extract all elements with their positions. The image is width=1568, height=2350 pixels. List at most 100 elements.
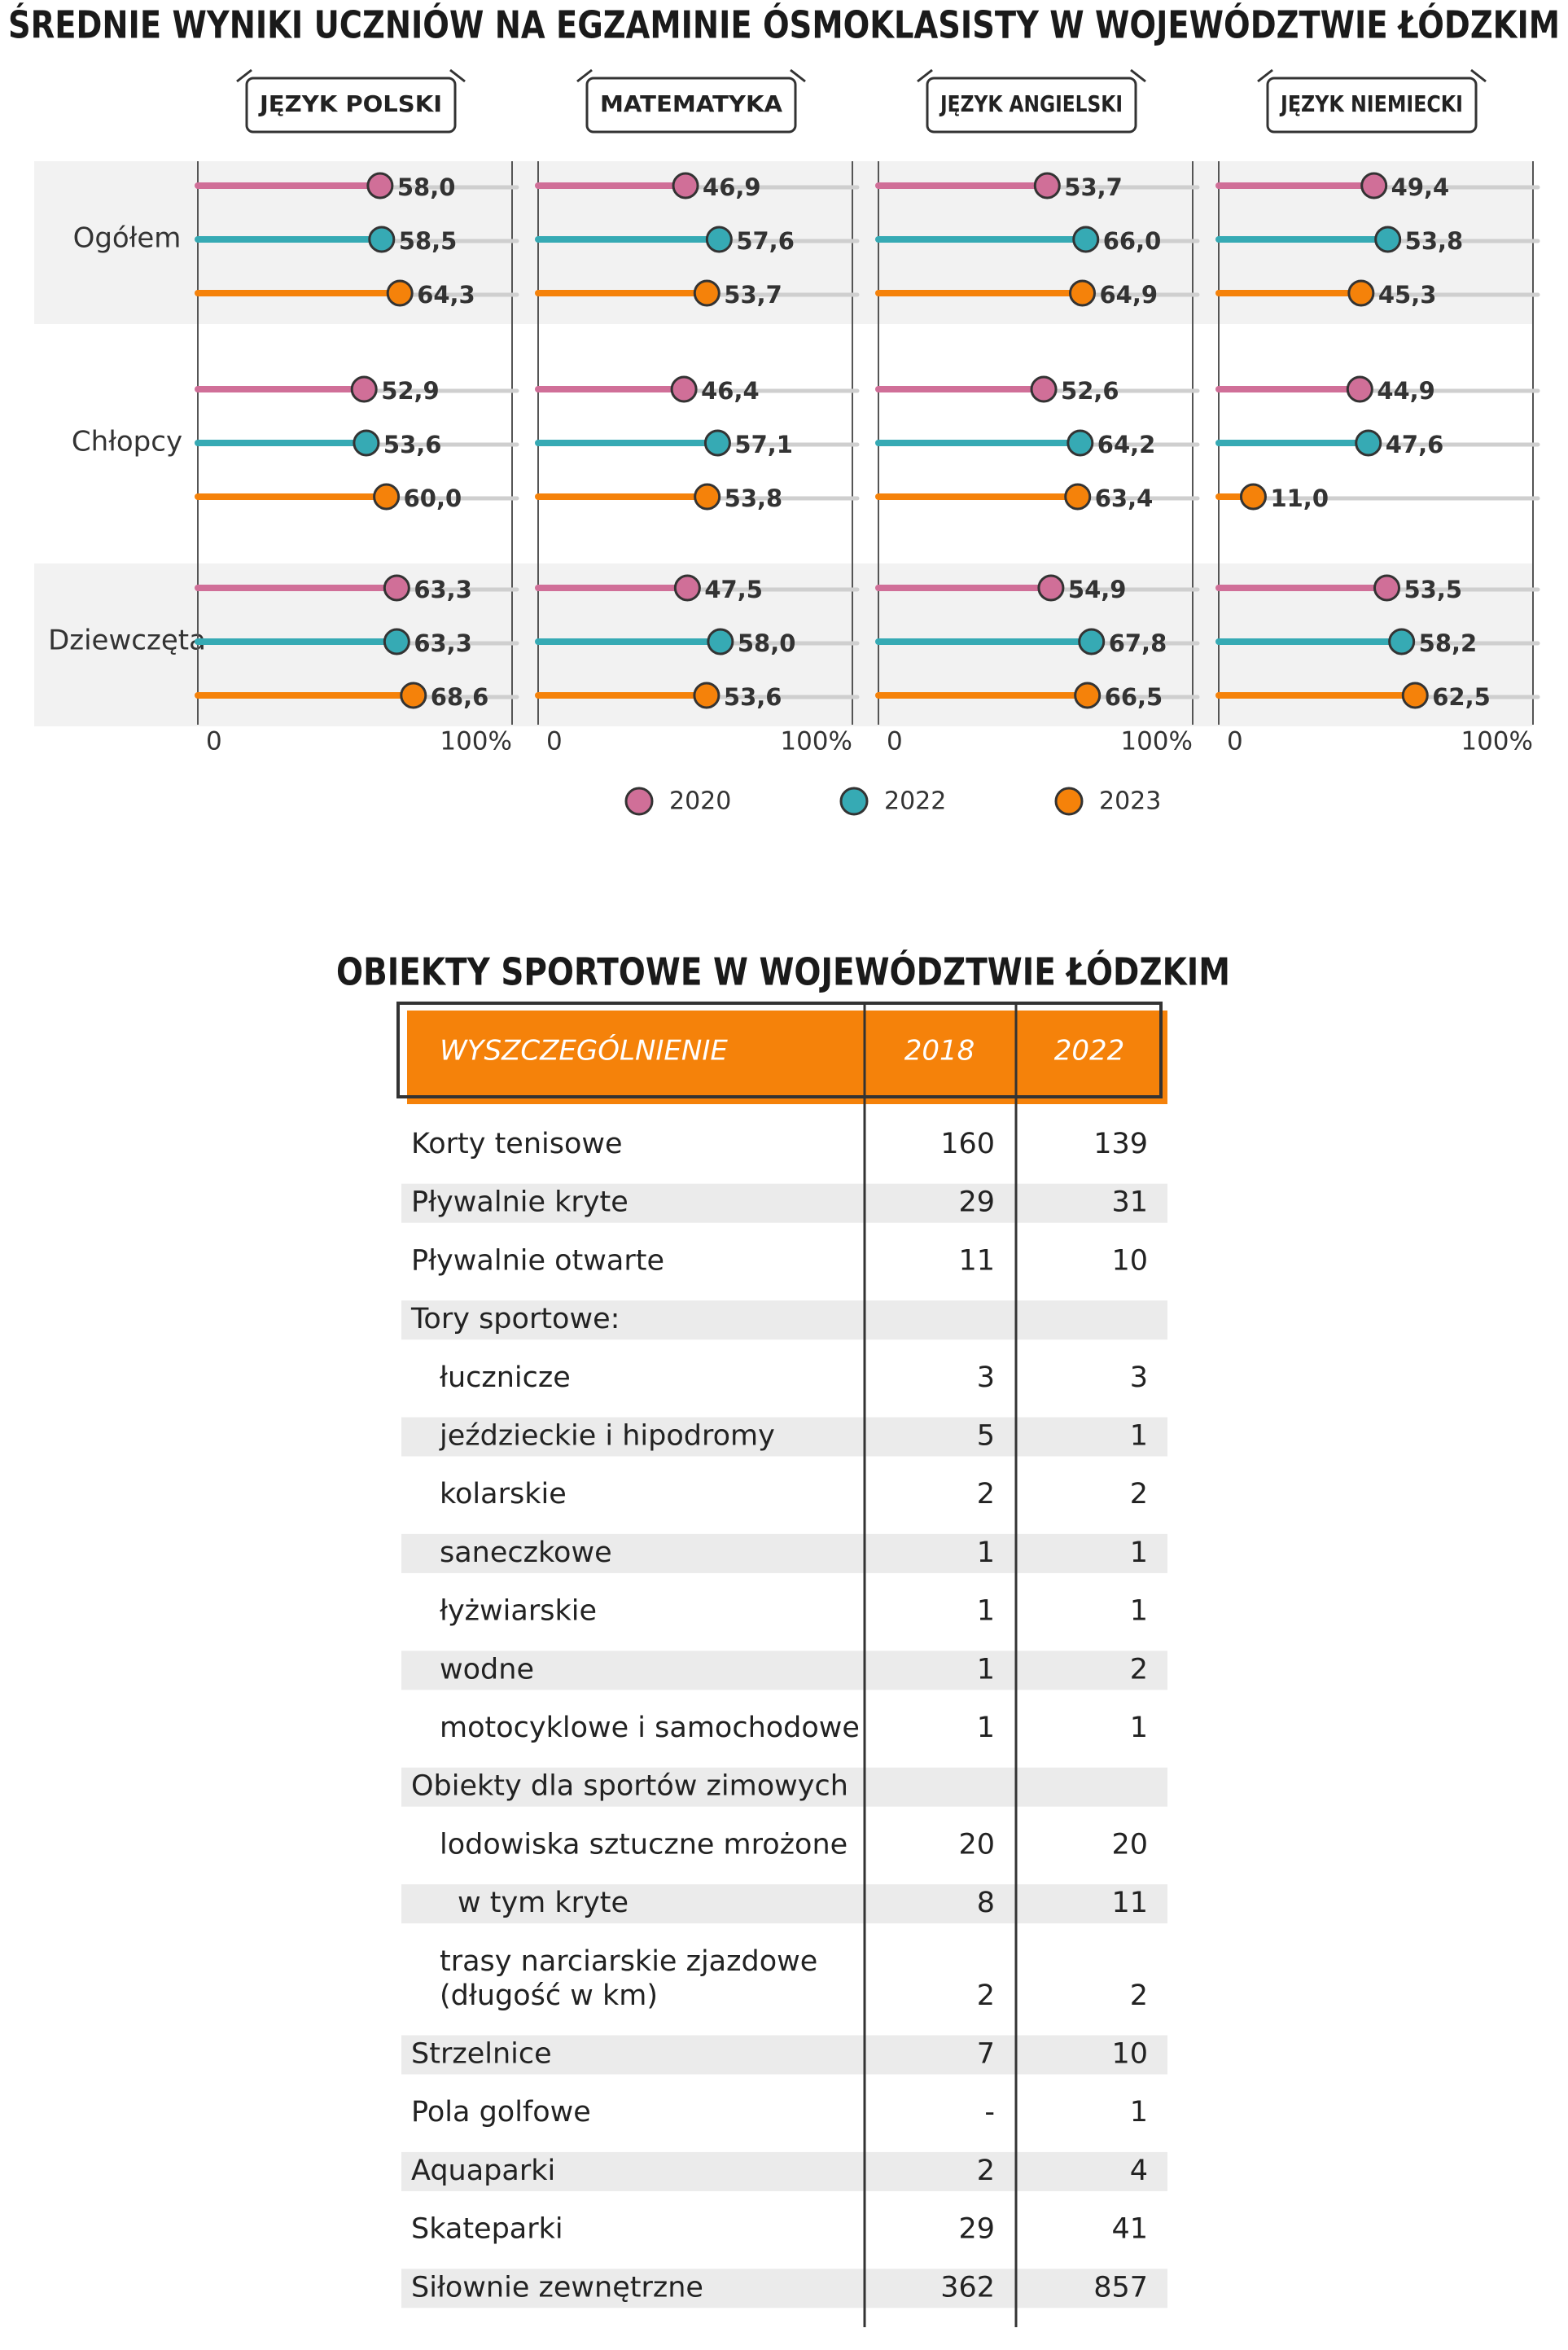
row-label: wodne [440,1653,534,1686]
legend-label: 2023 [1099,787,1161,816]
row-value: 10 [1111,1244,1148,1277]
dot [1074,682,1102,709]
value-label: 57,6 [736,227,795,255]
x-tick-label: 0 [887,727,903,756]
dot [1072,226,1100,253]
dot [1373,574,1401,602]
dot [1346,375,1373,403]
x-tick-label: 100% [440,727,512,756]
row-label: Korty tenisowe [411,1128,623,1160]
row-shade [401,2269,1167,2308]
header-cell: 2022 [1054,1035,1125,1068]
row-label: Skateparki [411,2213,563,2246]
badge-deco [1470,68,1487,83]
row-value: 11 [958,1244,995,1277]
row-shade [401,1884,1167,1924]
row-value: 1 [1130,1712,1148,1744]
dot [1401,682,1429,709]
panel-title: JĘZYK ANGIELSKI [939,90,1123,117]
x-tick-label: 100% [780,727,852,756]
category-label: Chłopcy [72,426,182,458]
dot [353,429,380,457]
row-value: 3 [1130,1361,1148,1394]
badge-deco [1130,68,1146,83]
dot [693,279,720,307]
dot [703,429,731,457]
row-label: Strzelnice [411,2038,552,2071]
value-label: 45,3 [1378,281,1437,309]
row-label: jeździeckie i hipodromy [439,1420,775,1453]
row-value: 857 [1093,2271,1148,2304]
dot [1069,279,1097,307]
row-value: 4 [1130,2155,1148,2187]
row-value: 362 [940,2271,995,2304]
value-label: 60,0 [404,484,462,512]
dot [1030,375,1058,403]
value-label: 49,4 [1391,173,1450,201]
row-value: 3 [977,1361,995,1394]
dot [693,682,720,709]
row-label: Pola golfowe [411,2096,591,2129]
row-label: Siłownie zewnętrzne [411,2271,703,2304]
row-value: 29 [958,2213,995,2246]
row-value: 20 [1111,1828,1148,1861]
panel-title: JĘZYK POLSKI [258,90,442,117]
row-label: trasy narciarskie zjazdowe (długość w km) [440,1945,817,2012]
row-label: łucznicze [440,1361,571,1394]
value-label: 62,5 [1432,683,1491,711]
category-label: Ogółem [73,222,182,255]
dot [1078,628,1106,655]
legend-label: 2020 [669,787,731,816]
row-value: - [984,2096,995,2129]
value-label: 53,6 [383,431,442,458]
row-label: Aquaparki [411,2155,555,2187]
row-value: 10 [1111,2038,1148,2071]
badge-deco [790,68,806,83]
row-value: 1 [977,1653,995,1686]
badge-deco [576,68,593,83]
dot [1037,574,1065,602]
header-cell: 2018 [904,1035,975,1068]
value-label: 52,9 [381,377,440,405]
row-value: 7 [977,2038,995,2071]
value-label: 52,6 [1061,377,1119,405]
value-label: 64,3 [417,281,475,309]
x-tick-label: 0 [546,727,563,756]
value-label: 63,3 [414,576,472,603]
panel-badge [1266,77,1478,134]
panel-badge [245,77,457,134]
row-shade [401,1767,1167,1807]
dot [383,628,410,655]
row-value: 139 [1093,1128,1148,1160]
legend-dot [839,787,869,816]
row-value: 8 [977,1887,995,1919]
dot [1374,226,1402,253]
legend-dot [1054,787,1084,816]
value-label: 47,6 [1386,431,1444,458]
badge-deco [917,68,933,83]
x-tick-label: 0 [1227,727,1243,756]
row-value: 2 [1130,1980,1148,2012]
dot [373,483,401,511]
dot [673,574,701,602]
row-value: 1 [1130,1537,1148,1569]
row-value: 1 [977,1712,995,1744]
value-label: 64,9 [1100,281,1158,309]
x-tick-label: 100% [1120,727,1193,756]
row-value: 1 [1130,1420,1148,1453]
row-shade [401,1417,1167,1457]
row-label: Pływalnie otwarte [411,1244,664,1277]
value-label: 58,2 [1419,629,1478,657]
row-value: 160 [940,1128,995,1160]
x-tick-label: 0 [206,727,222,756]
value-label: 46,9 [703,173,761,201]
header-frame [396,1002,1163,1098]
category-label: Dziewczęta [48,625,206,657]
row-value: 1 [977,1537,995,1569]
dot [1347,279,1375,307]
badge-deco [236,68,252,83]
value-label: 53,8 [725,484,783,512]
chart-title: ŚREDNIE WYNIKI UCZNIÓW NA EGZAMINIE ÓSMO… [8,3,1560,47]
value-label: 11,0 [1270,484,1329,512]
